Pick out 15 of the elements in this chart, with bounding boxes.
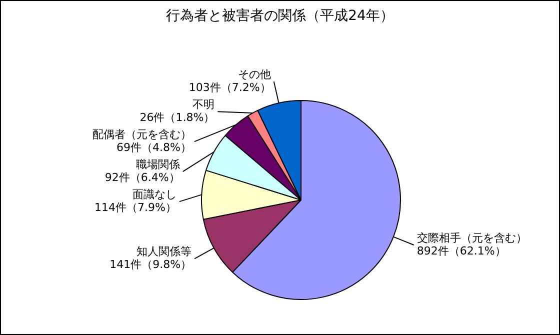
slice-label: 面識なし [132, 188, 177, 201]
slice-label: 配偶者（元を含む） [92, 128, 192, 141]
slice-label: その他 [238, 68, 271, 81]
data-label: 69件（4.8%） [116, 140, 192, 154]
chart-title: 行為者と被害者の関係（平成24年） [165, 7, 395, 25]
slice-label: 不明 [192, 98, 215, 111]
data-label: 892件（62.1%） [416, 244, 506, 258]
data-label: 114件（7.9%） [94, 200, 177, 214]
data-label: 103件（7.2%） [188, 80, 271, 94]
data-label: 92件（6.4%） [104, 170, 180, 184]
slice-label: 交際相手（元を含む） [416, 231, 527, 244]
slice-label: 職場関係 [136, 158, 180, 171]
data-label: 26件（1.8%） [140, 110, 215, 124]
slice-label: 知人関係等 [136, 245, 192, 258]
data-label: 141件（9.8%） [110, 258, 192, 272]
